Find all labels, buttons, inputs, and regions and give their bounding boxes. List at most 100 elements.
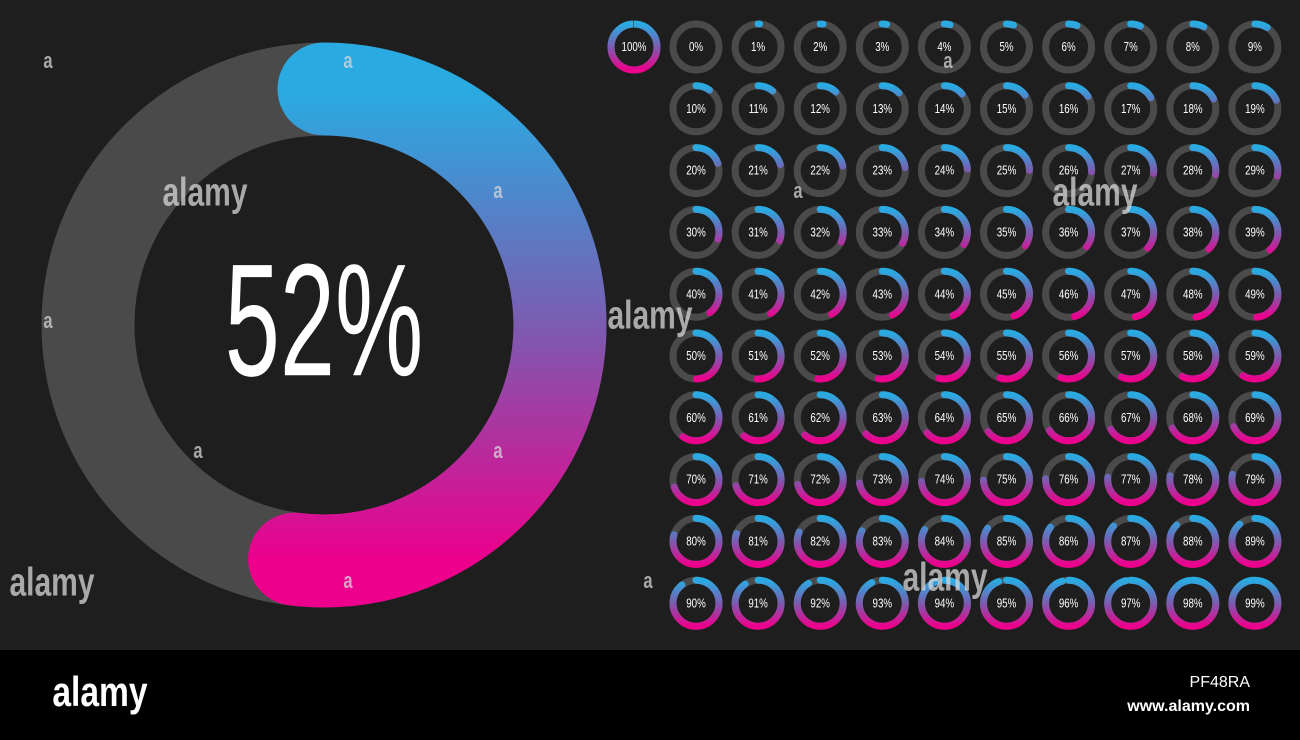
gauge-arc [855, 453, 909, 507]
gauge-arc [1104, 205, 1158, 259]
gauge-arc [669, 267, 723, 321]
gauge-label: 71% [748, 473, 768, 487]
gauge-label: 68% [1183, 412, 1203, 426]
gauge-arc [855, 82, 909, 136]
gauge-label: 45% [997, 288, 1017, 302]
gauge-label: 6% [1062, 41, 1076, 55]
gauge-arc [1166, 205, 1220, 259]
gauge-arc [917, 453, 971, 507]
gauge-label: 5% [999, 41, 1013, 55]
gauge-arc [1104, 391, 1158, 445]
gauge-label: 35% [997, 226, 1017, 240]
gauge-arc [731, 514, 785, 568]
gauge-label: 63% [873, 412, 893, 426]
gauge-arc [731, 144, 785, 198]
gauge-label: 58% [1183, 350, 1203, 364]
gauge-arc [855, 329, 909, 383]
gauge-label: 59% [1245, 350, 1265, 364]
gauge-label: 22% [810, 164, 830, 178]
gauge-arc [980, 576, 1033, 630]
gauge-arc [1228, 205, 1282, 259]
gauge-arc [855, 576, 909, 630]
gauge-label: 39% [1245, 226, 1265, 240]
gauge-arc [917, 205, 971, 259]
gauge-label: 32% [810, 226, 830, 240]
gauge-label: 23% [873, 164, 893, 178]
gauge-arc [1166, 453, 1220, 507]
gauge-arc [669, 453, 723, 507]
watermark: a [793, 179, 802, 204]
gauge-arc [855, 144, 909, 198]
gauge-label: 94% [935, 597, 955, 611]
gauge-arc [793, 82, 847, 136]
gauge-label: 34% [935, 226, 955, 240]
gauge-arc [1042, 329, 1096, 383]
gauge-arc [793, 329, 847, 383]
gauge-label: 69% [1245, 412, 1265, 426]
gauge-label: 93% [873, 597, 893, 611]
gauge-arc [1166, 391, 1220, 445]
gauge-label: 78% [1183, 473, 1203, 487]
gauge-label: 60% [686, 412, 706, 426]
gauge-label: 18% [1183, 103, 1203, 117]
gauge-arc [1228, 514, 1282, 568]
gauge-arc [1042, 205, 1096, 259]
gauge-label: 52% [225, 231, 424, 410]
gauge-label: 88% [1183, 535, 1203, 549]
gauge-arc [1166, 82, 1220, 136]
gauge-arc [669, 391, 723, 445]
gauge-arc [793, 391, 847, 445]
gauge-label: 26% [1059, 164, 1079, 178]
gauge-label: 73% [873, 473, 893, 487]
gauge-arc [793, 514, 847, 568]
gauge-label: 87% [1121, 535, 1141, 549]
gauge-label: 12% [810, 103, 830, 117]
gauge-label: 31% [748, 226, 768, 240]
gauge-arc [980, 205, 1033, 259]
gauge-arc [669, 576, 723, 630]
gauge-arc [731, 267, 785, 321]
gauge-label: 67% [1121, 412, 1141, 426]
gauge-arc [1104, 20, 1158, 74]
gauge-arc [1228, 267, 1282, 321]
gauge-arc [669, 329, 723, 383]
gauge-label: 100% [622, 41, 647, 55]
gauge-label: 15% [997, 103, 1017, 117]
gauge-label: 3% [875, 41, 889, 55]
gauge-label: 36% [1059, 226, 1079, 240]
gauge-arc [980, 144, 1033, 198]
gauge-label: 83% [873, 535, 893, 549]
gauge-arc [669, 144, 723, 198]
gauge-arc [1166, 144, 1220, 198]
gauge-label: 91% [748, 597, 768, 611]
gauge-arc [731, 329, 785, 383]
watermark: a [343, 49, 352, 74]
gauge-label: 25% [997, 164, 1017, 178]
gauge-arc [855, 391, 909, 445]
gauge-label: 86% [1059, 535, 1079, 549]
gauge-label: 79% [1245, 473, 1265, 487]
gauge-arc [980, 453, 1033, 507]
gauge-arc [980, 514, 1033, 568]
gauge-label: 47% [1121, 288, 1141, 302]
gauge-label: 49% [1245, 288, 1265, 302]
gauge-arc [917, 82, 971, 136]
watermark: a [493, 439, 502, 464]
gauge-arc [855, 267, 909, 321]
gauge-label: 66% [1059, 412, 1079, 426]
gauge-arc [1042, 267, 1096, 321]
gauge-label: 37% [1121, 226, 1141, 240]
gauge-label: 80% [686, 535, 706, 549]
gauge-arc [855, 20, 909, 74]
gauge-label: 55% [997, 350, 1017, 364]
gauge-arc [855, 205, 909, 259]
gauge-arc [793, 20, 847, 74]
gauge-arc [1228, 82, 1282, 136]
gauge-label: 89% [1245, 535, 1265, 549]
gauge-arc [1042, 576, 1096, 630]
gauge-label: 53% [873, 350, 893, 364]
image-id: PF48RA [1190, 674, 1251, 691]
gauge-arc [731, 205, 785, 259]
gauge-arc [731, 82, 785, 136]
